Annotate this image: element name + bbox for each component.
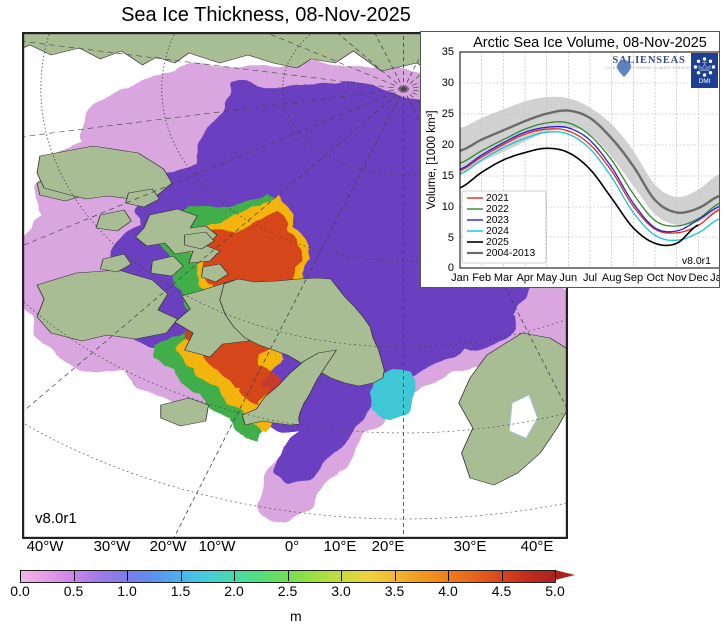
svg-text:Jan: Jan <box>710 272 719 284</box>
svg-text:Mar: Mar <box>494 272 513 284</box>
svg-text:Sep: Sep <box>624 272 644 284</box>
svg-text:Volume, [1000 km³]: Volume, [1000 km³] <box>426 110 438 209</box>
svg-text:5: 5 <box>448 232 454 244</box>
svg-text:2021: 2021 <box>486 193 509 204</box>
svg-text:35: 35 <box>442 46 454 58</box>
svg-text:May: May <box>536 272 557 284</box>
svg-text:2024: 2024 <box>486 226 509 237</box>
svg-text:2025: 2025 <box>486 237 509 248</box>
svg-text:25: 25 <box>442 108 454 120</box>
svg-text:2004-2013: 2004-2013 <box>486 248 536 259</box>
svg-text:20: 20 <box>442 139 454 151</box>
svg-text:Jul: Jul <box>583 272 597 284</box>
svg-text:Jan: Jan <box>451 272 469 284</box>
svg-text:30: 30 <box>442 77 454 89</box>
svg-text:Jun: Jun <box>559 272 577 284</box>
svg-text:Nov: Nov <box>667 272 687 284</box>
svg-text:Oct: Oct <box>646 272 663 284</box>
svg-text:Dec: Dec <box>689 272 709 284</box>
svg-text:v8.0r1: v8.0r1 <box>35 510 77 527</box>
svg-text:10: 10 <box>442 201 454 213</box>
svg-text:DMI: DMI <box>699 78 711 85</box>
svg-text:Feb: Feb <box>472 272 491 284</box>
svg-text:v8.0r1: v8.0r1 <box>682 255 711 267</box>
svg-text:2023: 2023 <box>486 215 509 226</box>
svg-text:Aug: Aug <box>602 272 622 284</box>
svg-text:15: 15 <box>442 170 454 182</box>
svg-text:Arctic Sea Ice Volume, 08-Nov-: Arctic Sea Ice Volume, 08-Nov-2025 <box>473 35 707 51</box>
svg-text:2022: 2022 <box>486 204 509 215</box>
svg-text:Apr: Apr <box>516 272 533 284</box>
